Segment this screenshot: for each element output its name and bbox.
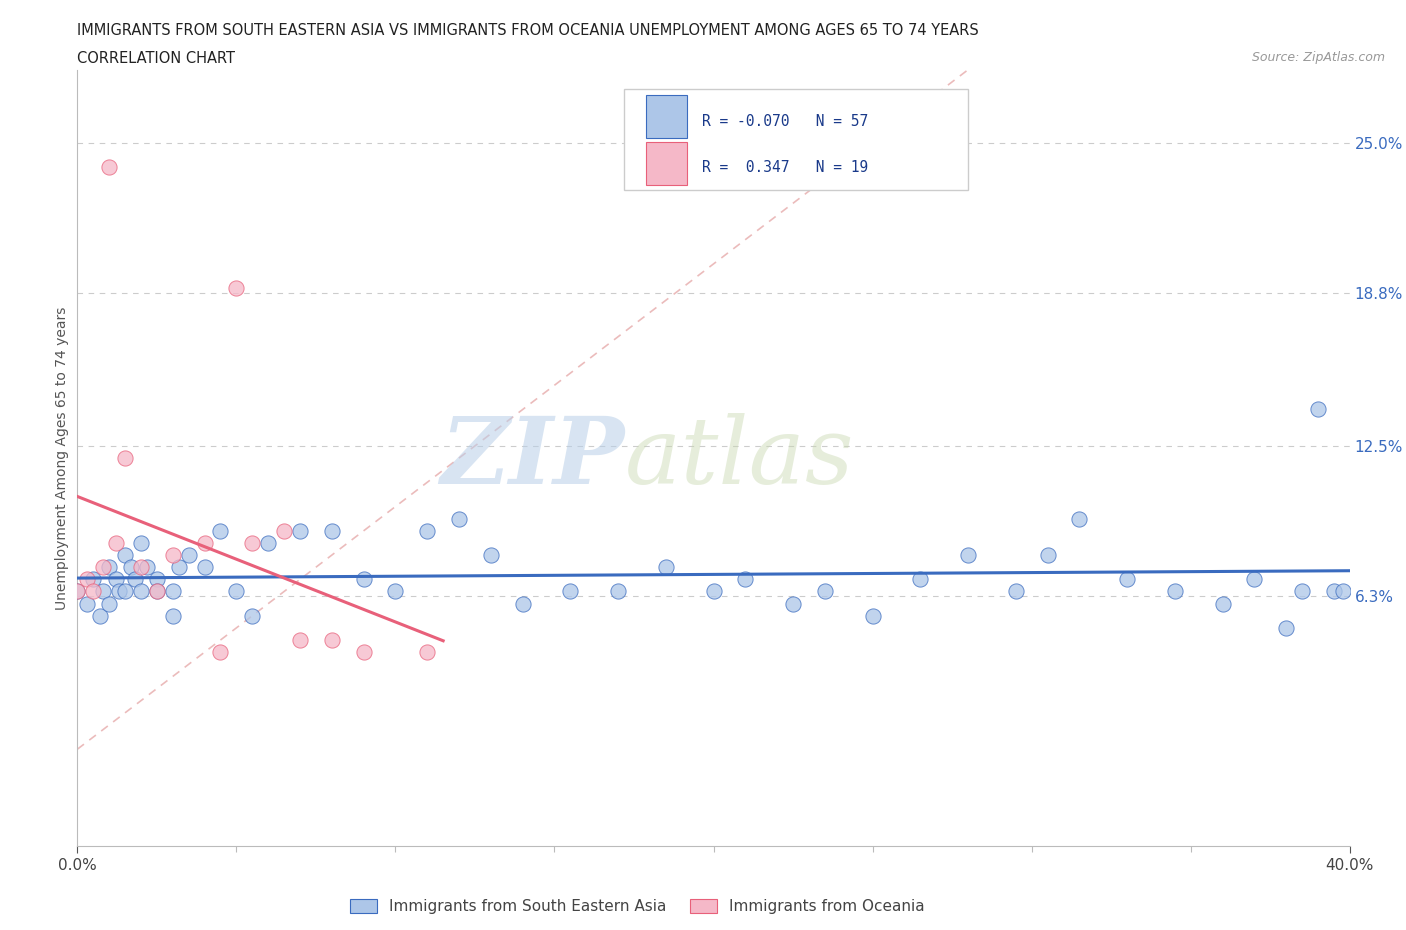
Text: R =  0.347   N = 19: R = 0.347 N = 19	[702, 160, 869, 175]
Point	[129, 536, 152, 551]
Text: R = -0.070   N = 57: R = -0.070 N = 57	[702, 113, 869, 128]
Point	[66, 584, 89, 599]
Text: CORRELATION CHART: CORRELATION CHART	[77, 51, 235, 66]
Point	[114, 451, 136, 466]
Point	[288, 632, 311, 647]
Point	[814, 584, 837, 599]
Point	[1306, 402, 1329, 417]
Point	[104, 572, 127, 587]
Point	[114, 584, 136, 599]
Point	[1323, 584, 1346, 599]
Point	[449, 512, 471, 526]
Point	[512, 596, 534, 611]
FancyBboxPatch shape	[624, 89, 969, 190]
Point	[416, 524, 439, 538]
Point	[129, 584, 152, 599]
Point	[240, 608, 263, 623]
Point	[321, 524, 343, 538]
Point	[560, 584, 582, 599]
Legend: Immigrants from South Eastern Asia, Immigrants from Oceania: Immigrants from South Eastern Asia, Immi…	[343, 893, 931, 920]
Point	[957, 548, 980, 563]
Point	[862, 608, 884, 623]
Point	[1036, 548, 1059, 563]
Point	[257, 536, 280, 551]
Point	[225, 584, 247, 599]
Point	[353, 644, 375, 659]
Text: IMMIGRANTS FROM SOUTH EASTERN ASIA VS IMMIGRANTS FROM OCEANIA UNEMPLOYMENT AMONG: IMMIGRANTS FROM SOUTH EASTERN ASIA VS IM…	[77, 23, 979, 38]
Point	[655, 560, 678, 575]
Point	[146, 584, 169, 599]
Point	[209, 644, 232, 659]
Point	[353, 572, 375, 587]
Point	[91, 584, 114, 599]
Point	[162, 548, 184, 563]
Point	[1291, 584, 1313, 599]
Point	[225, 281, 247, 296]
Point	[194, 536, 217, 551]
Point	[82, 572, 104, 587]
Text: atlas: atlas	[624, 413, 853, 503]
Point	[120, 560, 142, 575]
Point	[384, 584, 406, 599]
Point	[910, 572, 932, 587]
Point	[107, 584, 129, 599]
Point	[479, 548, 502, 563]
Point	[1069, 512, 1091, 526]
Point	[114, 548, 136, 563]
Point	[607, 584, 630, 599]
Point	[162, 584, 184, 599]
Point	[89, 608, 111, 623]
Text: ZIP: ZIP	[440, 413, 624, 503]
Point	[734, 572, 756, 587]
FancyBboxPatch shape	[647, 142, 686, 185]
Point	[162, 608, 184, 623]
Point	[98, 596, 121, 611]
Point	[1164, 584, 1187, 599]
Point	[703, 584, 725, 599]
Point	[177, 548, 200, 563]
Point	[1004, 584, 1026, 599]
Point	[104, 536, 127, 551]
Point	[91, 560, 114, 575]
Point	[146, 572, 169, 587]
Point	[194, 560, 217, 575]
Point	[273, 524, 295, 538]
Y-axis label: Unemployment Among Ages 65 to 74 years: Unemployment Among Ages 65 to 74 years	[55, 306, 69, 610]
Text: Source: ZipAtlas.com: Source: ZipAtlas.com	[1251, 51, 1385, 64]
FancyBboxPatch shape	[647, 96, 686, 138]
Point	[209, 524, 232, 538]
Point	[240, 536, 263, 551]
Point	[782, 596, 804, 611]
Point	[98, 159, 121, 174]
Point	[1243, 572, 1265, 587]
Point	[98, 560, 121, 575]
Point	[1331, 584, 1354, 599]
Point	[124, 572, 146, 587]
Point	[321, 632, 343, 647]
Point	[66, 584, 89, 599]
Point	[82, 584, 104, 599]
Point	[129, 560, 152, 575]
Point	[1212, 596, 1234, 611]
Point	[76, 596, 98, 611]
Point	[416, 644, 439, 659]
Point	[1116, 572, 1139, 587]
Point	[167, 560, 190, 575]
Point	[136, 560, 159, 575]
Point	[1275, 620, 1298, 635]
Point	[146, 584, 169, 599]
Point	[288, 524, 311, 538]
Point	[76, 572, 98, 587]
